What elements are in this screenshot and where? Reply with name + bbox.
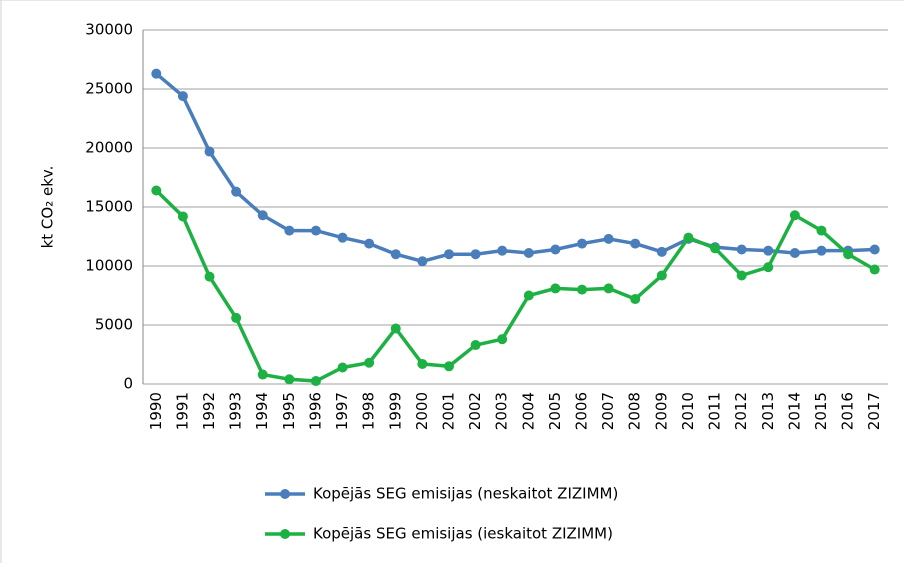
x-tick-label: 2007 bbox=[599, 392, 617, 430]
data-point bbox=[364, 238, 375, 249]
data-point bbox=[390, 249, 401, 260]
y-tick-label: 0 bbox=[123, 375, 133, 393]
data-point bbox=[390, 323, 401, 334]
x-tick-label: 2003 bbox=[493, 392, 511, 430]
data-point bbox=[577, 284, 588, 295]
data-point bbox=[736, 270, 747, 281]
x-tick-label: 2008 bbox=[626, 392, 644, 430]
data-point bbox=[177, 211, 188, 222]
x-tick-label: 2011 bbox=[706, 392, 724, 430]
x-tick-label: 2005 bbox=[546, 392, 564, 430]
x-tick-label: 1992 bbox=[200, 392, 218, 430]
data-point bbox=[257, 369, 268, 380]
data-point bbox=[204, 271, 215, 282]
data-point bbox=[603, 283, 614, 294]
x-tick-label: 1991 bbox=[173, 392, 191, 430]
data-point bbox=[736, 244, 747, 255]
data-point bbox=[231, 312, 242, 323]
data-point bbox=[364, 357, 375, 368]
legend-label: Kopējās SEG emisijas (ieskaitot ZIZIMM) bbox=[313, 525, 613, 543]
data-point bbox=[789, 210, 800, 221]
data-point bbox=[337, 232, 348, 243]
y-tick-label: 25000 bbox=[85, 80, 133, 98]
data-point bbox=[231, 186, 242, 197]
x-tick-label: 2006 bbox=[573, 392, 591, 430]
data-point bbox=[257, 210, 268, 221]
x-tick-label: 1996 bbox=[306, 392, 324, 430]
data-point bbox=[470, 249, 481, 260]
data-point bbox=[683, 232, 694, 243]
data-point bbox=[523, 290, 534, 301]
data-point bbox=[310, 225, 321, 236]
data-point bbox=[151, 68, 162, 79]
x-tick-label: 2002 bbox=[466, 392, 484, 430]
data-point bbox=[763, 245, 774, 256]
x-tick-label: 1990 bbox=[147, 392, 165, 430]
data-point bbox=[284, 225, 295, 236]
data-point bbox=[577, 238, 588, 249]
y-tick-label: 15000 bbox=[85, 198, 133, 216]
y-tick-label: 10000 bbox=[85, 257, 133, 275]
data-point bbox=[656, 246, 667, 257]
y-tick-label: 30000 bbox=[85, 21, 133, 39]
x-tick-label: 1995 bbox=[280, 392, 298, 430]
x-tick-label: 1997 bbox=[333, 392, 351, 430]
data-point bbox=[443, 361, 454, 372]
y-axis-label: kt CO₂ ekv. bbox=[39, 166, 57, 249]
data-point bbox=[417, 358, 428, 369]
data-point bbox=[869, 244, 880, 255]
x-tick-label: 1994 bbox=[253, 392, 271, 430]
x-tick-label: 2004 bbox=[519, 392, 537, 430]
x-tick-label: 2012 bbox=[732, 392, 750, 430]
data-point bbox=[843, 249, 854, 260]
x-tick-label: 1999 bbox=[386, 392, 404, 430]
y-tick-label: 5000 bbox=[95, 316, 133, 334]
data-point bbox=[550, 244, 561, 255]
data-point bbox=[816, 225, 827, 236]
legend-label: Kopējās SEG emisijas (neskaitot ZIZIMM) bbox=[313, 485, 618, 503]
x-tick-label: 2010 bbox=[679, 392, 697, 430]
data-point bbox=[816, 245, 827, 256]
data-point bbox=[656, 270, 667, 281]
data-point bbox=[523, 248, 534, 259]
data-point bbox=[497, 334, 508, 345]
x-tick-label: 2013 bbox=[759, 392, 777, 430]
x-tick-label: 2017 bbox=[865, 392, 883, 430]
x-tick-label: 1993 bbox=[227, 392, 245, 430]
data-point bbox=[630, 294, 641, 305]
x-tick-label: 1998 bbox=[360, 392, 378, 430]
data-point bbox=[603, 233, 614, 244]
data-point bbox=[869, 264, 880, 275]
x-tick-label: 2000 bbox=[413, 392, 431, 430]
x-tick-label: 2001 bbox=[439, 392, 457, 430]
data-point bbox=[337, 362, 348, 373]
data-point bbox=[443, 249, 454, 260]
data-point bbox=[204, 146, 215, 157]
data-point bbox=[470, 340, 481, 351]
data-point bbox=[763, 262, 774, 273]
legend-marker bbox=[280, 489, 290, 499]
data-point bbox=[310, 376, 321, 387]
data-point bbox=[417, 256, 428, 267]
x-tick-label: 2016 bbox=[839, 392, 857, 430]
legend-marker bbox=[280, 529, 290, 539]
data-point bbox=[789, 248, 800, 259]
data-point bbox=[710, 243, 721, 254]
x-tick-label: 2009 bbox=[652, 392, 670, 430]
series-line bbox=[155, 72, 875, 264]
y-tick-label: 20000 bbox=[85, 139, 133, 157]
data-point bbox=[550, 283, 561, 294]
data-point bbox=[151, 185, 162, 196]
x-tick-label: 2015 bbox=[812, 392, 830, 430]
series-line bbox=[155, 189, 876, 383]
data-point bbox=[177, 91, 188, 102]
data-point bbox=[630, 238, 641, 249]
x-tick-label: 2014 bbox=[785, 392, 803, 430]
data-point bbox=[497, 245, 508, 256]
data-point bbox=[284, 374, 295, 385]
